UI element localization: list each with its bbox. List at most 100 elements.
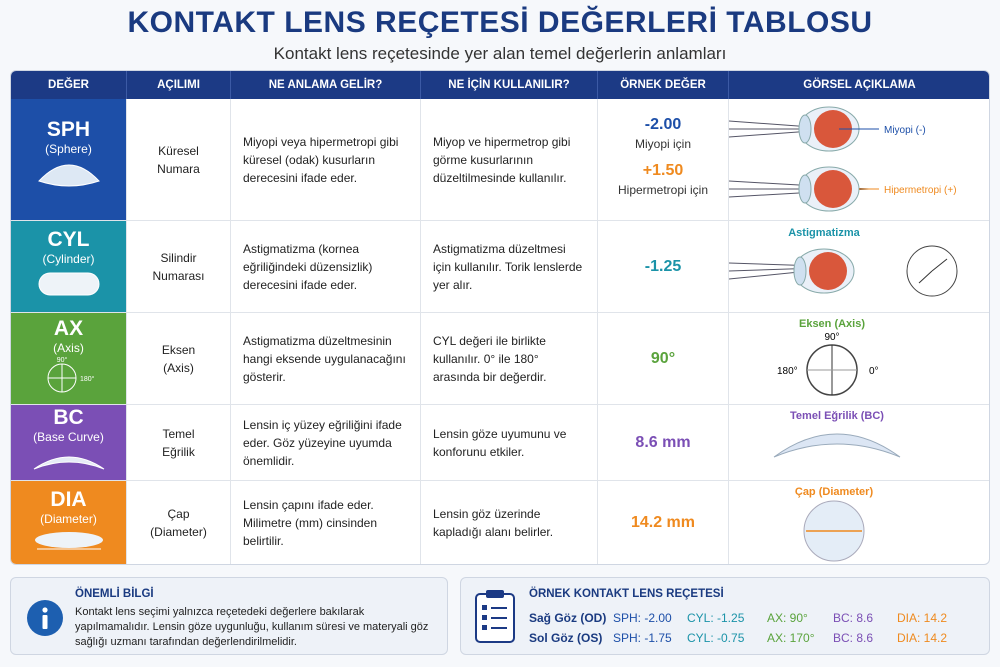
header-text: GÖRSEL AÇIKLAMA	[803, 79, 916, 91]
code: CYL	[47, 227, 90, 251]
graphic: Astigmatizma	[729, 227, 958, 296]
graphic	[482, 625, 487, 630]
prescription-value: SPH: -1.75	[613, 631, 672, 645]
visual-cell: Eksen (Axis) 90° 180° 0°	[729, 313, 989, 405]
column-header: ÖRNEK DEĞER	[598, 71, 729, 99]
column-header: DEĞER	[11, 71, 127, 99]
visual-label: Çap (Diameter)	[795, 486, 874, 498]
clipboard-icon	[475, 590, 515, 643]
example-value: +1.50	[642, 161, 684, 179]
graphic	[918, 270, 933, 283]
visual-label: 0°	[869, 366, 879, 377]
code-icon	[29, 445, 109, 480]
graphic	[491, 607, 507, 629]
prescription-rows: Sağ Göz (OD) SPH: -2.00 CYL: -1.25 AX: 90° B…	[529, 608, 989, 648]
visual-label: Eksen (Axis)	[799, 318, 865, 330]
visual-cell: Çap (Diameter)	[729, 481, 989, 564]
info-text: Kontakt lens seçimi yalnızca reçetedeki …	[75, 606, 429, 648]
description-cell: Silindir Numarası	[127, 221, 231, 313]
usage-cell: Lensin göz üzerinde kapladığı alanı beli…	[421, 481, 598, 564]
usage: Astigmatizma düzeltmesi için kullanılır.…	[433, 241, 583, 292]
code: BC	[53, 405, 84, 429]
prescription-value: CYL: -1.25	[687, 611, 745, 625]
prescription-value: AX: 90°	[767, 611, 808, 625]
example-cell: 90°	[598, 313, 729, 405]
prescription-row: Sağ Göz (OD) SPH: -2.00 CYL: -1.25 AX: 90° B…	[529, 608, 989, 628]
graphic	[798, 174, 812, 203]
graphic	[33, 456, 104, 469]
graphic	[42, 607, 48, 613]
example-value: 14.2 mm	[630, 514, 696, 531]
visual-cell: Astigmatizma	[729, 221, 989, 313]
graphic	[38, 272, 99, 295]
code-cell: BC (Base Curve)	[11, 405, 127, 481]
header-text: DEĞER	[48, 79, 89, 91]
usage: Lensin göz üzerinde kapladığı alanı beli…	[433, 507, 554, 539]
code-cell: CYL (Cylinder)	[11, 221, 127, 313]
meaning: Astigmatizma (kornea eğriliğindeki düzen…	[243, 241, 373, 292]
graphic	[33, 456, 104, 469]
visual-label: Miyopi (-)	[884, 125, 926, 136]
graphic	[773, 433, 901, 457]
example-cell: 8.6 mm	[598, 405, 729, 481]
graphic	[34, 532, 103, 550]
eye-label: Sağ Göz (OD)	[529, 611, 607, 625]
graphic	[482, 615, 487, 620]
example-value: 90°	[650, 349, 676, 367]
code-icon	[34, 157, 104, 202]
header-text: AÇILIMI	[157, 79, 200, 91]
description: Silindir Numarası	[152, 250, 205, 283]
example-value: Hipermetropi için	[617, 182, 709, 197]
visual-label: Temel Eğrilik (BC)	[790, 410, 884, 422]
prescription-box: ÖRNEK KONTAKT LENS REÇETESİ Sağ Göz (OD)…	[460, 577, 990, 655]
example-cell: 14.2 mm	[598, 481, 729, 564]
icon-label: 180°	[80, 375, 95, 383]
visual-label: Astigmatizma	[788, 227, 860, 239]
example-value: 8.6 mm	[635, 433, 691, 451]
info-title: ÖNEMLİ BİLGİ	[75, 588, 154, 600]
graphic	[482, 605, 487, 610]
eye-label: Sol Göz (OS)	[529, 631, 603, 645]
code-name: (Base Curve)	[33, 429, 104, 444]
code: DIA	[50, 488, 87, 511]
graphic: Çap (Diameter)	[795, 486, 874, 561]
code-name: (Sphere)	[45, 141, 92, 156]
visual-label: Hipermetropi (+)	[884, 185, 957, 196]
code-icon	[34, 267, 104, 306]
meaning-cell: Astigmatizma (kornea eğriliğindeki düzen…	[231, 221, 421, 313]
column-header: AÇILIMI	[127, 71, 231, 99]
usage: CYL değeri ile birlikte kullanılır. 0° i…	[433, 333, 547, 384]
description: Eksen (Axis)	[161, 342, 196, 375]
prescription-value: DIA: 14.2	[897, 611, 948, 625]
code-cell: DIA (Diameter)	[11, 481, 127, 564]
description-cell: Küresel Numara	[127, 99, 231, 221]
description-cell: Temel Eğrilik	[127, 405, 231, 481]
graphic	[38, 272, 99, 295]
graphic	[34, 532, 103, 548]
example-value: -2.00	[644, 115, 682, 133]
example-cell: -1.25	[598, 221, 729, 313]
info-icon	[27, 600, 63, 636]
visual-label: 180°	[777, 366, 798, 377]
description-cell: Eksen (Axis)	[127, 313, 231, 405]
code-icon: 90° 180°	[24, 356, 114, 401]
meaning-cell: Lensin çapını ifade eder. Milimetre (mm)…	[231, 481, 421, 564]
code-cell: AX (Axis) 90° 180°	[11, 313, 127, 405]
graphic	[931, 258, 948, 271]
code-name: (Diameter)	[40, 512, 97, 526]
header-text: ÖRNEK DEĞER	[620, 79, 706, 91]
usage-cell: Astigmatizma düzeltmesi için kullanılır.…	[421, 221, 598, 313]
code-name: (Cylinder)	[42, 251, 95, 266]
title: KONTAKT LENS REÇETESİ DEĞERLERİ TABLOSU	[127, 6, 873, 39]
graphic	[793, 256, 807, 285]
column-header: NE ANLAMA GELİR?	[231, 71, 421, 99]
example-cell: -2.00 Miyopi için +1.50 Hipermetropi için	[598, 99, 729, 221]
meaning: Miyopi veya hipermetropi gibi küresel (o…	[243, 134, 399, 185]
example-value: Miyopi için	[634, 136, 691, 151]
usage: Miyop ve hipermetrop gibi görme kusurlar…	[433, 134, 571, 185]
prescription-value: DIA: 14.2	[897, 631, 948, 645]
code-icon	[29, 527, 109, 558]
code-name: (Axis)	[53, 340, 84, 355]
